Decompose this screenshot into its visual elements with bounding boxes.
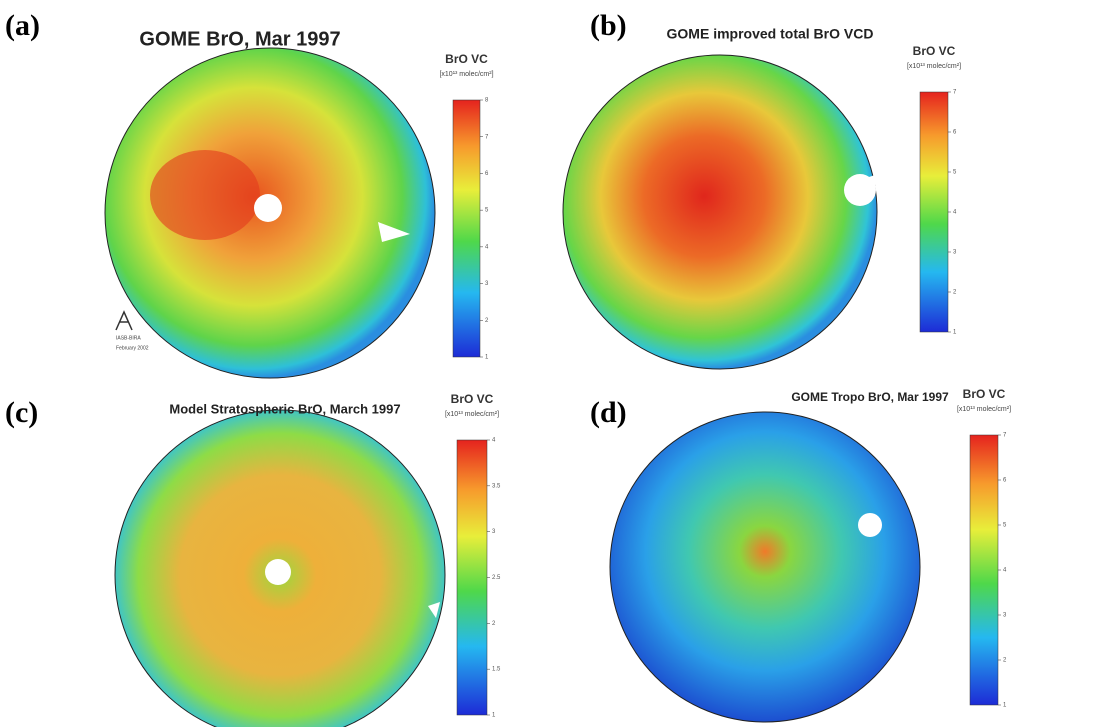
colorbar-tick-label: 2 (485, 318, 489, 324)
colorbar-tick-label: 2 (492, 621, 496, 627)
colorbar-title: BrO VC (445, 52, 488, 66)
colorbar-tick-label: 3 (492, 529, 496, 535)
colorbar-tick-label: 6 (485, 171, 489, 177)
colorbar-tick-label: 5 (1003, 523, 1007, 529)
colorbar-tick-label: 4 (953, 210, 957, 216)
colorbar (457, 440, 487, 715)
colorbar-tick-label: 7 (953, 90, 957, 96)
colorbar-unit: [x10¹³ molec/cm²] (445, 411, 499, 418)
map-d (610, 412, 1000, 722)
colorbar-tick-label: 5 (953, 170, 957, 176)
colorbar-tick-label: 3 (485, 281, 489, 287)
logo-mark (116, 312, 132, 330)
panel-title: GOME improved total BrO VCD (667, 26, 874, 42)
colorbar-tick-label: 1 (492, 713, 496, 719)
colorbar-tick-label: 1 (953, 330, 957, 336)
colorbar-tick-label: 4 (492, 438, 496, 444)
panel-title: GOME BrO, Mar 1997 (139, 28, 340, 50)
logo-text: IASB-BIRA (116, 335, 141, 341)
colorbar-title: BrO VC (963, 387, 1006, 401)
colorbar-tick-label: 8 (485, 98, 489, 104)
colorbar-tick-label: 2.5 (492, 575, 501, 581)
colorbar-tick-label: 1 (485, 355, 489, 361)
colorbar (920, 92, 948, 332)
maps: (a) GOME BrO, Mar 1997 BrO VC [x10¹³ molec/… (0, 0, 1107, 727)
colorbar (453, 100, 480, 357)
colorbar-tick-label: 4 (485, 244, 489, 250)
colorbar-title: BrO VC (451, 392, 494, 406)
colorbar-tick-label: 1 (1003, 703, 1007, 709)
panel-label: (b) (590, 9, 627, 42)
colorbar-tick-label: 7 (485, 134, 489, 140)
colorbar-tick-label: 5 (485, 208, 489, 214)
colorbar-unit: [x10¹³ molec/cm²] (439, 71, 493, 78)
colorbar-unit: [x10¹³ molec/cm²] (957, 406, 1011, 413)
logo-text: February 2002 (116, 345, 149, 351)
panel-title: GOME Tropo BrO, Mar 1997 (791, 390, 949, 404)
colorbar-tick-label: 6 (1003, 478, 1007, 484)
map-a (105, 48, 435, 378)
colorbar-tick-label: 3 (1003, 613, 1007, 619)
panel-label: (c) (5, 396, 38, 429)
colorbar-tick-label: 4 (1003, 568, 1007, 574)
colorbar-tick-label: 6 (953, 130, 957, 136)
colorbar-tick-label: 3.5 (492, 483, 501, 489)
colorbar-tick-label: 3 (953, 250, 957, 256)
colorbar-title: BrO VC (913, 44, 956, 58)
panel-label: (a) (5, 9, 40, 42)
panel-title: Model Stratospheric BrO, March 1997 (169, 401, 400, 416)
colorbar-tick-label: 2 (1003, 658, 1007, 664)
figure: (a) GOME BrO, Mar 1997 BrO VC [x10¹³ molec/… (0, 0, 1107, 727)
colorbar-tick-label: 2 (953, 290, 957, 296)
colorbar-unit: [x10¹³ molec/cm²] (907, 63, 961, 70)
panel-label: (d) (590, 396, 627, 429)
colorbar (970, 435, 998, 705)
colorbar-tick-label: 1.5 (492, 667, 501, 673)
map-c (115, 410, 445, 727)
colorbar-tick-label: 7 (1003, 433, 1007, 439)
